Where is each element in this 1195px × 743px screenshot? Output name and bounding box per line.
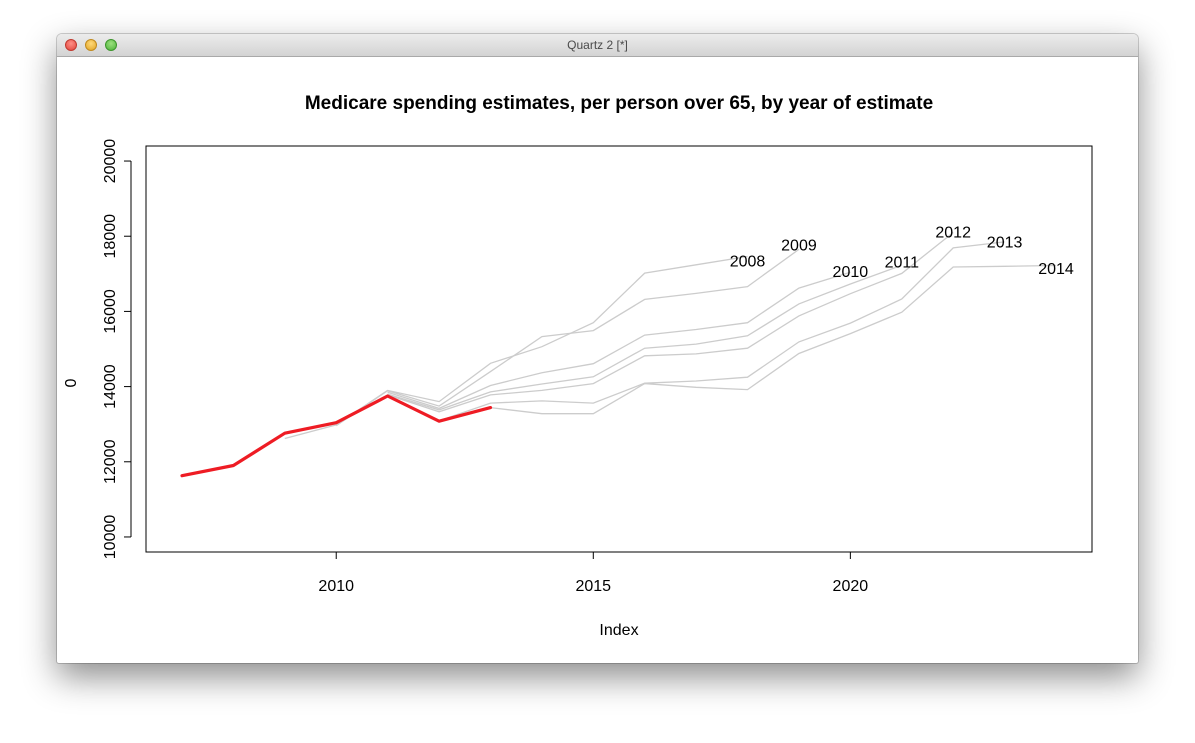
- minimize-window-button[interactable]: [85, 39, 97, 51]
- y-tick-label: 10000: [102, 515, 119, 560]
- close-window-button[interactable]: [65, 39, 77, 51]
- x-axis: 2010 2015 2020: [318, 551, 869, 595]
- window-title: Quartz 2 [*]: [567, 38, 628, 52]
- x-tick-label: 2020: [833, 578, 869, 595]
- y-axis-label: 0: [63, 378, 80, 387]
- y-tick-label: 20000: [102, 139, 119, 184]
- quartz-window: Quartz 2 [*] Medicare spending estimates…: [57, 34, 1138, 663]
- zoom-window-button[interactable]: [105, 39, 117, 51]
- estimate-label-2010: 2010: [833, 264, 869, 281]
- chart-title: Medicare spending estimates, per person …: [305, 93, 933, 114]
- plot-area: Medicare spending estimates, per person …: [57, 57, 1138, 663]
- series-layer: [284, 231, 1057, 440]
- y-tick-label: 12000: [102, 439, 119, 484]
- annotation-layer: 2008 2009 2010 2011 2012 2013 2014: [730, 224, 1074, 280]
- estimate-line-2012: [387, 231, 954, 413]
- y-tick-label: 16000: [102, 289, 119, 334]
- y-tick-label: 18000: [102, 214, 119, 259]
- estimate-label-2012: 2012: [935, 224, 971, 241]
- x-tick-label: 2010: [318, 578, 354, 595]
- actual-layer: [180, 394, 493, 478]
- estimate-line-2013: [438, 241, 1005, 422]
- estimate-line-2014: [490, 264, 1057, 415]
- estimate-label-2008: 2008: [730, 254, 766, 271]
- estimate-label-2009: 2009: [781, 237, 817, 254]
- plot-frame: [145, 145, 1093, 553]
- window-titlebar[interactable]: Quartz 2 [*]: [57, 34, 1138, 57]
- y-tick-label: 14000: [102, 364, 119, 409]
- estimate-label-2014: 2014: [1038, 261, 1074, 278]
- estimate-label-2013: 2013: [987, 234, 1023, 251]
- estimate-label-2011: 2011: [885, 254, 920, 271]
- actual-spending-line: [180, 394, 493, 478]
- medicare-chart: Medicare spending estimates, per person …: [63, 93, 1093, 639]
- x-tick-label: 2015: [575, 578, 611, 595]
- y-axis: 10000 12000 14000 16000 18000 20000: [102, 139, 132, 560]
- estimate-line-2009: [335, 248, 800, 427]
- x-axis-label: Index: [599, 622, 638, 639]
- estimate-line-2011: [387, 264, 903, 411]
- estimate-line-2010: [387, 271, 851, 410]
